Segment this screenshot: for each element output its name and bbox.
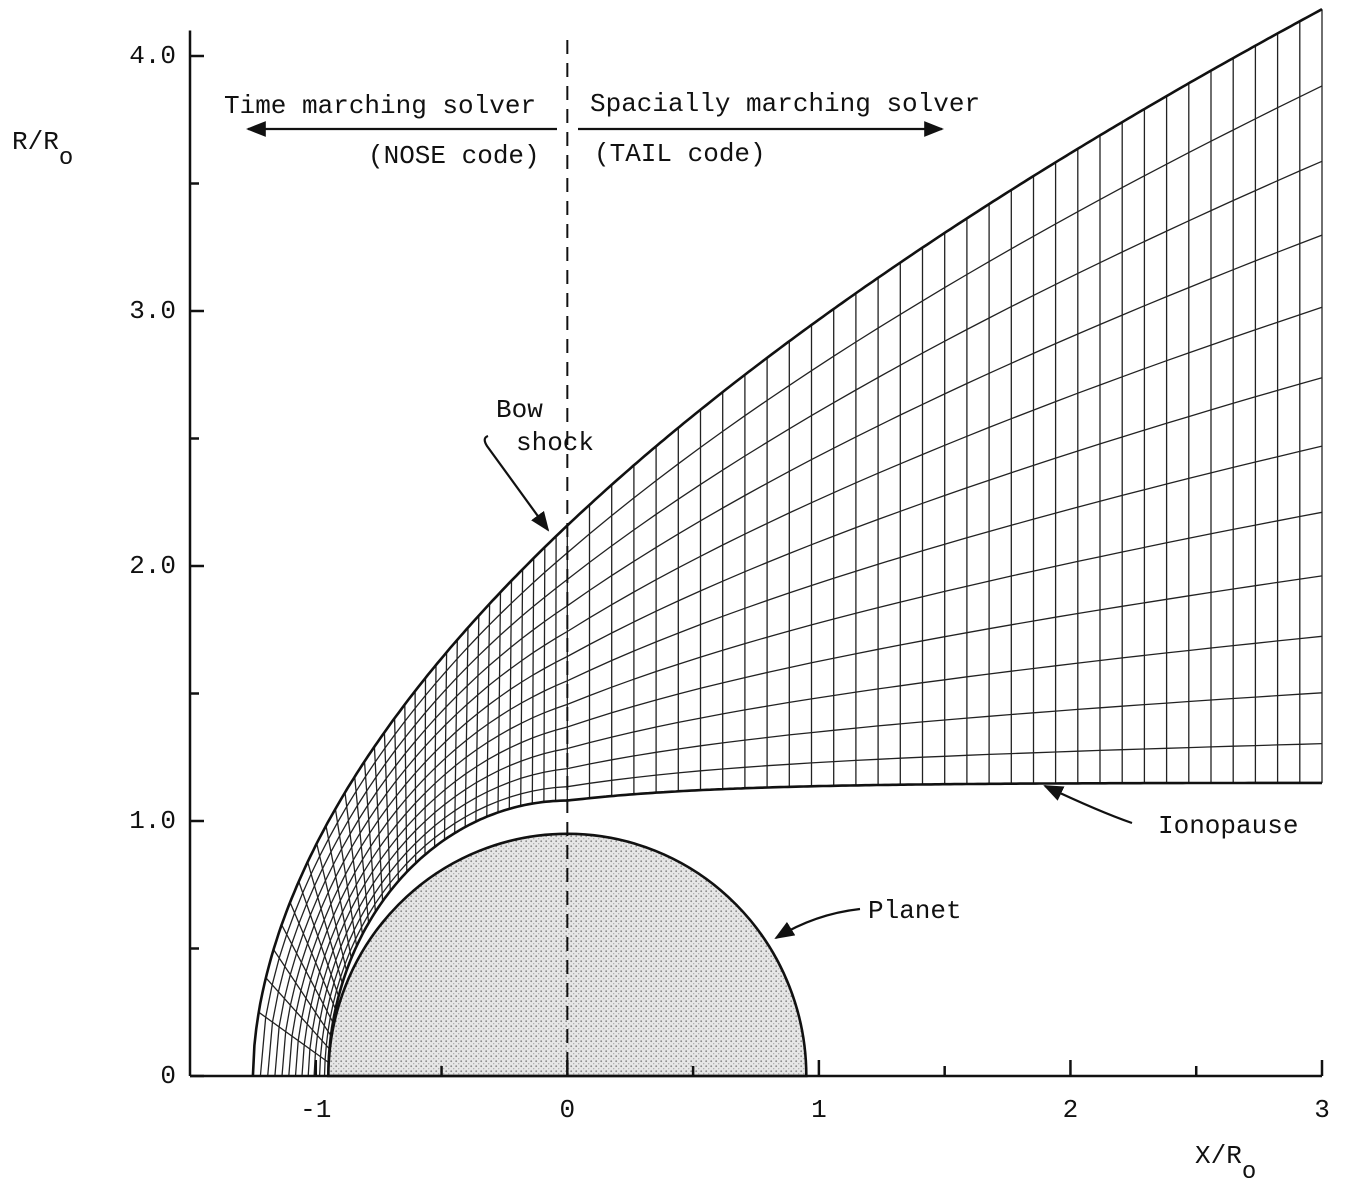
mesh-row xyxy=(274,234,1323,1077)
y-tick-label: 2.0 xyxy=(129,551,176,581)
annotation: Planet xyxy=(868,896,962,926)
y-axis-label: R/Ro xyxy=(12,127,73,172)
mesh-row xyxy=(307,575,1323,1077)
y-tick-label: 0 xyxy=(160,1061,176,1091)
mesh-row xyxy=(259,85,1323,1077)
annotation: Spacially marching solver xyxy=(590,89,980,119)
mesh-row xyxy=(323,742,1323,1077)
mesh-row xyxy=(281,306,1323,1077)
annotation: Ionopause xyxy=(1158,811,1298,841)
x-axis-label-subscript: o xyxy=(1242,1159,1256,1184)
leader-arrow xyxy=(1043,785,1133,825)
mesh-row xyxy=(267,160,1323,1077)
ionopause xyxy=(327,781,1322,1076)
x-axis-label-text: X/R xyxy=(1195,1141,1242,1171)
annotation: (NOSE code) xyxy=(368,141,540,171)
annotation: Bow xyxy=(496,395,543,425)
leader-arrow xyxy=(483,434,550,532)
mesh-row xyxy=(294,445,1323,1077)
x-tick-label: 3 xyxy=(1314,1095,1330,1125)
mesh-row xyxy=(301,511,1323,1077)
mesh-row xyxy=(288,377,1323,1077)
y-axis-label-subscript: o xyxy=(59,145,73,172)
mesh-row xyxy=(318,692,1323,1077)
x-tick-label: -1 xyxy=(300,1095,331,1125)
x-axis-label: X/Ro xyxy=(1195,1141,1256,1184)
bow-shock xyxy=(251,8,1323,1077)
y-tick-label: 4.0 xyxy=(129,41,176,71)
y-tick-label: 1.0 xyxy=(129,806,176,836)
planet xyxy=(327,833,808,1078)
y-tick-label: 3.0 xyxy=(129,296,176,326)
y-axis-label-text: R/R xyxy=(12,127,59,157)
annotation: (TAIL code) xyxy=(594,139,766,169)
annotation: Time marching solver xyxy=(224,91,536,121)
x-tick-label: 1 xyxy=(811,1095,827,1125)
mesh-row xyxy=(313,635,1323,1077)
plot-area: -1 0 1 2 3 0 1.0 2.0 3.0 4.0 xyxy=(129,8,1330,1125)
annotation: shock xyxy=(516,428,594,458)
x-tick-label: 0 xyxy=(560,1095,576,1125)
leader-arrow xyxy=(774,907,861,940)
x-tick-label: 2 xyxy=(1063,1095,1079,1125)
